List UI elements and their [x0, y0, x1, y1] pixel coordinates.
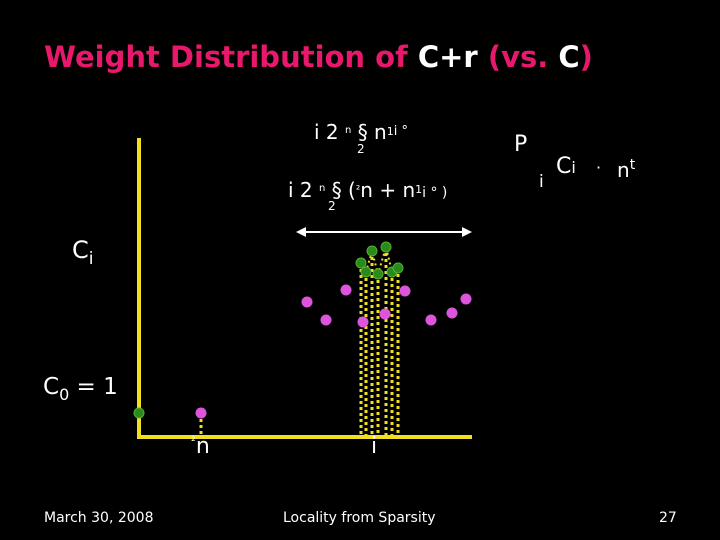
formula-1-main: i 2	[314, 120, 339, 144]
formula-2: i 2 n § (²n + n1i ° )	[288, 178, 447, 202]
magenta-point	[195, 407, 207, 419]
green-point	[355, 257, 367, 269]
green-point	[392, 262, 404, 274]
green-point	[360, 266, 372, 278]
title-part-1: Weight Distribution of	[44, 40, 418, 74]
title-part-2: C+r	[417, 40, 478, 74]
sum-nt-sup: t	[629, 157, 636, 173]
magenta-point	[357, 316, 369, 328]
title-part-4: C	[558, 40, 580, 74]
green-points	[133, 241, 404, 419]
sum-ci-letter: C	[556, 154, 572, 179]
magenta-point	[425, 314, 437, 326]
slide-title: Weight Distribution of C+r (vs. C)	[44, 40, 593, 74]
footer-page-number: 27	[659, 510, 677, 526]
sum-ci-sub: i	[571, 158, 576, 177]
footer-date: March 30, 2008	[44, 510, 154, 526]
x-label-n-letter: n	[195, 434, 210, 459]
magenta-point	[340, 284, 352, 296]
green-point	[372, 268, 384, 280]
c0-letter: C	[43, 374, 60, 400]
formula-1-tail: i °	[393, 124, 408, 139]
formula-1-sub2: 2	[357, 142, 365, 156]
x-label-n: ²n	[191, 434, 210, 459]
sum-dot: ·	[596, 158, 602, 177]
ci-axis-label: Ci	[72, 236, 94, 269]
formula-2-rest: § (	[331, 178, 356, 202]
sum-index: i	[539, 172, 544, 192]
green-point	[366, 245, 378, 257]
sum-nt-letter: n	[617, 158, 630, 182]
title-part-5: )	[579, 40, 593, 74]
formula-1-rest: § n	[357, 120, 387, 144]
formula-2-sup2: 1	[415, 183, 423, 196]
formula-1-sup: 1	[386, 125, 394, 138]
formula-2-sup: ²	[355, 183, 361, 196]
c0-value: = 1	[69, 374, 118, 400]
x-label-n-prefix: ²	[191, 434, 196, 448]
c0-label: C0 = 1	[43, 374, 118, 404]
range-arrow	[296, 227, 472, 237]
magenta-point	[460, 293, 472, 305]
formula-2-tail: i ° )	[422, 185, 448, 201]
footer-center: Locality from Sparsity	[283, 510, 436, 526]
magenta-point	[446, 307, 458, 319]
magenta-point	[320, 314, 332, 326]
formula-2-main: i 2	[288, 178, 313, 202]
magenta-point	[399, 285, 411, 297]
x-label-i: i	[371, 434, 378, 459]
sum-symbol: P	[514, 132, 528, 157]
formula-1: i 2 n § n1i °	[314, 120, 408, 144]
formula-2-sub2: 2	[328, 199, 336, 213]
formula-2-sub: n	[319, 183, 326, 194]
magenta-point	[301, 296, 313, 308]
magenta-point	[379, 308, 391, 320]
green-point	[133, 407, 145, 419]
ci-letter: C	[72, 236, 89, 264]
magenta-points	[195, 284, 472, 419]
formula-2-mid: n + n	[360, 178, 416, 202]
title-part-3: (vs.	[477, 40, 559, 74]
sum-nt: nt	[617, 157, 636, 182]
formula-1-sub: n	[345, 125, 352, 136]
green-point	[380, 241, 392, 253]
sum-ci: Ci	[556, 154, 576, 179]
ci-sub: i	[88, 249, 94, 269]
dotted-stems	[199, 247, 400, 437]
c0-sub: 0	[59, 385, 70, 404]
